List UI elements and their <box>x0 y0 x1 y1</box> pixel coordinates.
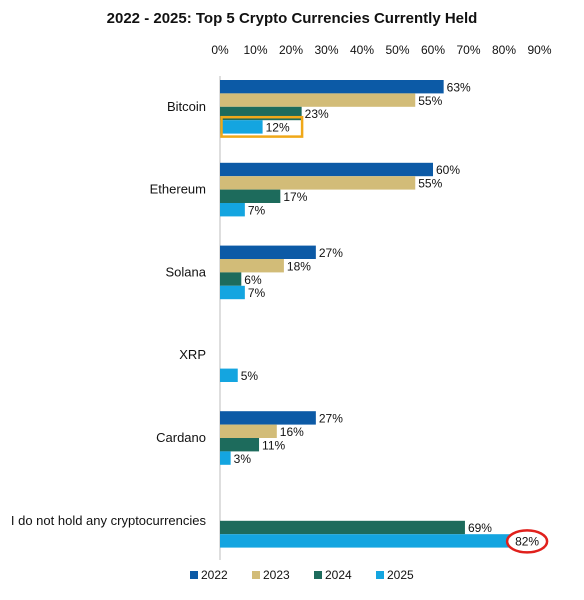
category-labels: Bitcoin Ethereum Solana XRP Cardano I do not … <box>11 99 207 528</box>
bar-2025 <box>220 368 238 382</box>
data-label: 6% <box>244 273 262 287</box>
legend: 2022 2023 2024 2025 <box>190 568 414 582</box>
data-label: 7% <box>248 286 266 300</box>
bar-2025 <box>220 120 263 134</box>
data-labels: 63%55%23%12%60%55%17%7%27%18%6%7%5%27%16… <box>234 80 493 535</box>
legend-swatch-2023 <box>252 571 260 579</box>
bar-2024 <box>220 189 281 203</box>
data-label: 17% <box>283 190 307 204</box>
bars <box>220 80 512 548</box>
x-tick-label: 50% <box>385 43 409 57</box>
data-label: 55% <box>418 94 442 108</box>
data-label: 7% <box>248 203 266 217</box>
category-label: Ethereum <box>150 182 206 197</box>
highlight-label: 82% <box>515 534 539 548</box>
data-label: 18% <box>287 259 311 273</box>
x-tick-label: 0% <box>211 43 229 57</box>
bar-2025 <box>220 534 512 548</box>
x-tick-label: 30% <box>314 43 338 57</box>
data-label: 12% <box>266 121 290 135</box>
bar-2024 <box>220 438 260 452</box>
x-tick-label: 40% <box>350 43 374 57</box>
bar-2024 <box>220 272 242 286</box>
bar-2023 <box>220 176 416 190</box>
data-label: 23% <box>305 107 329 121</box>
data-label: 60% <box>436 163 460 177</box>
x-tick-label: 80% <box>492 43 516 57</box>
data-label: 27% <box>319 412 343 426</box>
bar-2022 <box>220 80 444 94</box>
x-tick-label: 60% <box>421 43 445 57</box>
data-label: 63% <box>447 80 471 94</box>
x-tick-label: 90% <box>527 43 551 57</box>
legend-swatch-2024 <box>314 571 322 579</box>
bar-2025 <box>220 203 245 217</box>
data-label: 69% <box>468 521 492 535</box>
legend-label: 2022 <box>201 568 228 582</box>
data-label: 3% <box>234 452 252 466</box>
x-tick-label: 10% <box>243 43 267 57</box>
legend-swatch-2025 <box>376 571 384 579</box>
bar-2025 <box>220 285 245 300</box>
x-tick-label: 70% <box>456 43 480 57</box>
bar-2023 <box>220 259 284 273</box>
legend-label: 2025 <box>387 568 414 582</box>
x-tick-label: 20% <box>279 43 303 57</box>
data-label: 11% <box>262 438 285 452</box>
bar-2023 <box>220 93 416 107</box>
bar-2025 <box>220 451 231 465</box>
bar-2022 <box>220 245 316 259</box>
data-label: 5% <box>241 369 259 383</box>
highlight-box <box>220 115 304 138</box>
data-label: 27% <box>319 246 343 260</box>
data-label: 16% <box>280 425 304 439</box>
bar-2022 <box>220 411 316 425</box>
chart-title: 2022 - 2025: Top 5 Crypto Currencies Cur… <box>106 10 478 27</box>
data-label: 55% <box>418 177 442 191</box>
x-axis-ticks: 0% 10% 20% 30% 40% 50% 60% 70% 80% 90% <box>211 43 552 57</box>
category-label: Bitcoin <box>167 99 206 114</box>
legend-label: 2023 <box>263 568 290 582</box>
category-label: Solana <box>166 264 207 279</box>
legend-label: 2024 <box>325 568 352 582</box>
category-label: XRP <box>179 347 206 362</box>
highlights: 82% <box>220 115 549 554</box>
bar-2022 <box>220 162 433 177</box>
bar-2024 <box>220 520 465 535</box>
category-label: I do not hold any cryptocurrencies <box>11 513 207 528</box>
category-label: Cardano <box>156 430 206 445</box>
legend-swatch-2022 <box>190 571 198 579</box>
highlight-ellipse <box>505 529 549 554</box>
bar-2023 <box>220 424 277 438</box>
